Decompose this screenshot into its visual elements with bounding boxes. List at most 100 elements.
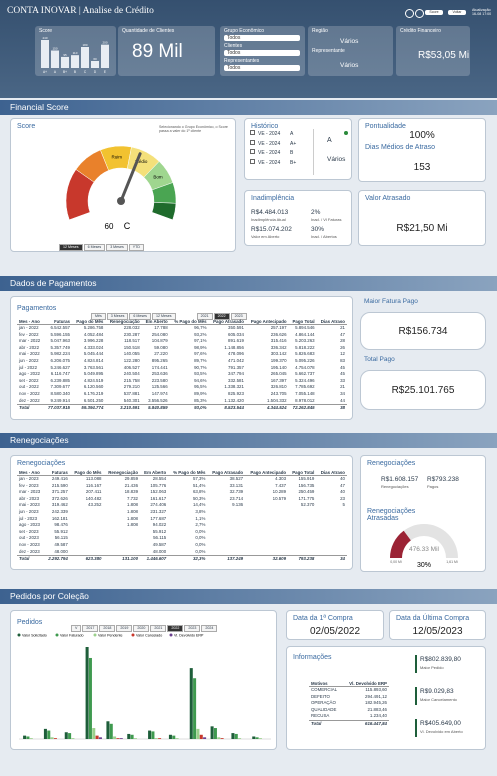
- cell: 249.416: [51, 476, 68, 481]
- home-icon[interactable]: [415, 9, 424, 18]
- legend-swatch: [131, 633, 135, 637]
- cell: dez - 2022: [19, 397, 40, 403]
- kpi-label: Pagos: [427, 484, 439, 489]
- card-title: Pontualidade: [365, 123, 406, 130]
- gauge-track: [390, 524, 458, 558]
- bar: [151, 731, 155, 739]
- bar: [220, 738, 224, 739]
- back-button[interactable]: Voltar: [448, 10, 466, 15]
- year-button[interactable]: 2023: [184, 625, 201, 632]
- year-button[interactable]: 2022: [167, 625, 184, 632]
- renegociacoes-table: Mes - Ano Faturas Pago do Mês Renegociação E…: [17, 470, 347, 563]
- cell: 113.088: [85, 476, 102, 481]
- kpi-value: 2%: [311, 209, 321, 216]
- cell: [288, 535, 316, 542]
- cell: 115.893,60: [365, 687, 387, 692]
- cell: [70, 522, 104, 529]
- period-button[interactable]: 12 Meses: [59, 244, 83, 251]
- cell: 6.116.747: [50, 371, 70, 377]
- year-button[interactable]: 2017: [82, 625, 99, 632]
- cell: [288, 522, 316, 529]
- group-value: Vários: [327, 156, 346, 163]
- column-header: % Pago do Mês: [168, 470, 208, 476]
- bar: [26, 736, 30, 739]
- cell: 791.357: [228, 364, 244, 370]
- cell: [70, 549, 104, 556]
- cell: 32.609: [245, 555, 289, 563]
- current-score: A: [327, 137, 332, 144]
- year-button[interactable]: 2019: [116, 625, 133, 632]
- legend-swatch: [169, 633, 173, 637]
- year-button[interactable]: 2024: [201, 625, 218, 632]
- cell: [70, 542, 104, 549]
- cell: jun - 2022: [19, 357, 39, 363]
- historico-item[interactable]: VE - 2024 A+: [250, 139, 296, 150]
- cell: 478.096: [228, 351, 244, 357]
- period-button[interactable]: 6 Meses: [83, 244, 106, 251]
- cell: 140.055: [123, 351, 140, 357]
- cell: abr - 2023: [19, 495, 40, 501]
- column-header: Renegociação: [105, 319, 142, 325]
- bar: [23, 735, 27, 739]
- dropdown[interactable]: Todos: [224, 50, 300, 56]
- filter-label: Clientes: [224, 43, 243, 49]
- cell: 55.912: [54, 528, 68, 534]
- year-button[interactable]: 2021: [150, 625, 167, 632]
- year-button[interactable]: 2020: [133, 625, 150, 632]
- column-header: Pago Atrasado: [207, 470, 246, 476]
- historico-item[interactable]: VE - 2024 B+: [250, 158, 296, 169]
- item-label: VE - 2024: [258, 140, 281, 147]
- divider: [313, 129, 350, 175]
- cell: [316, 522, 347, 529]
- cell: 6.501.250: [83, 397, 104, 403]
- cell: OPERAÇÃO: [311, 700, 336, 706]
- card-title: Data da 1ª Compra: [293, 615, 353, 622]
- cell: 236.626: [270, 331, 287, 337]
- cell: 406.527: [123, 364, 140, 370]
- cell: 155.919: [298, 476, 315, 481]
- cell: 29.859: [124, 476, 139, 481]
- cell: 5.982.224: [50, 351, 70, 357]
- region-label: Região: [312, 28, 328, 34]
- dropdown[interactable]: Todos: [224, 65, 300, 71]
- cell: mai - 2022: [19, 351, 40, 357]
- cell: [316, 516, 347, 523]
- bar: [116, 738, 120, 739]
- cell: abr - 2022: [19, 344, 40, 350]
- header: CONTA INOVAR | Analise de Crédito Score …: [0, 0, 497, 98]
- cell: [245, 509, 288, 516]
- historico-item[interactable]: VE - 2024 B: [250, 149, 296, 159]
- back-icon[interactable]: [405, 9, 414, 18]
- score-button[interactable]: Score: [425, 10, 443, 15]
- cell: 5.095.226: [295, 357, 315, 363]
- informacoes-card: Informações Motivos Vl. Devolvido ERP COME…: [286, 646, 486, 750]
- bar: [106, 721, 110, 739]
- clients-title: Quantidade de Clientes: [122, 28, 175, 34]
- period-button[interactable]: 3 Meses: [106, 244, 128, 251]
- column-header: Renegociação: [103, 470, 141, 476]
- period-button[interactable]: YTD: [128, 244, 144, 251]
- cell: 21.883,46: [367, 706, 387, 712]
- card-title: Renegociações Atrasadas: [367, 508, 416, 522]
- cell: 279.210: [123, 384, 140, 390]
- historico-item[interactable]: VE - 2024 A: [250, 130, 296, 140]
- cell: 6.176.219: [83, 390, 104, 396]
- credit-card: Crédito Financeiro R$53,05 Mi: [396, 26, 470, 76]
- filter-label: Grupo Econômico: [224, 28, 265, 34]
- primeira-compra: 02/05/2022: [309, 626, 361, 637]
- cell: 27.220: [154, 351, 168, 357]
- cell: 56.115: [54, 535, 68, 541]
- cell: 137.249: [207, 555, 246, 563]
- cell: 303.142: [270, 351, 287, 357]
- bar: [154, 738, 158, 739]
- kpi-bar: [415, 719, 417, 737]
- legend-label: Vl. Devolvido ERP: [174, 633, 204, 637]
- year-button[interactable]: V: [71, 625, 82, 632]
- year-button[interactable]: 2018: [99, 625, 116, 632]
- dropdown[interactable]: Todos: [224, 35, 300, 41]
- cell: 253.636: [151, 371, 168, 377]
- bar: [158, 738, 162, 739]
- gauge-value-arc: [390, 530, 411, 558]
- pontualidade-card: Pontualidade 100% Dias Médios de Atraso …: [358, 118, 486, 182]
- cell: 104.879: [151, 338, 168, 344]
